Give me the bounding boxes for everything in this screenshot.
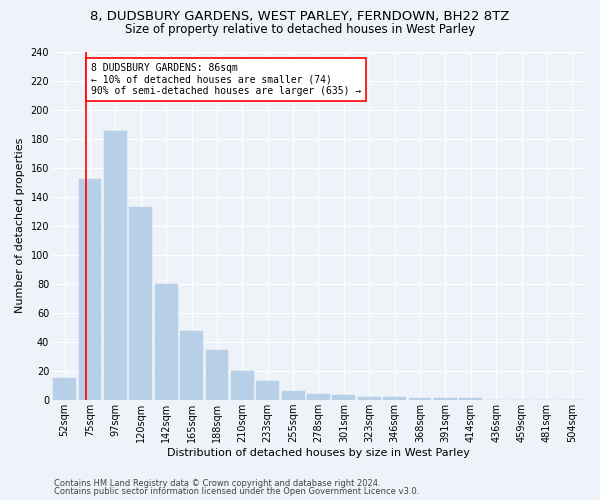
X-axis label: Distribution of detached houses by size in West Parley: Distribution of detached houses by size … — [167, 448, 470, 458]
Bar — [104, 132, 127, 400]
Bar — [206, 350, 229, 400]
Bar — [307, 394, 330, 400]
Bar — [332, 396, 355, 400]
Text: Contains HM Land Registry data © Crown copyright and database right 2024.: Contains HM Land Registry data © Crown c… — [54, 478, 380, 488]
Text: Size of property relative to detached houses in West Parley: Size of property relative to detached ho… — [125, 22, 475, 36]
Bar — [409, 398, 431, 400]
Text: 8, DUDSBURY GARDENS, WEST PARLEY, FERNDOWN, BH22 8TZ: 8, DUDSBURY GARDENS, WEST PARLEY, FERNDO… — [91, 10, 509, 23]
Y-axis label: Number of detached properties: Number of detached properties — [15, 138, 25, 314]
Bar — [79, 179, 101, 400]
Bar — [434, 398, 457, 400]
Bar — [155, 284, 178, 400]
Bar — [256, 381, 279, 400]
Bar — [53, 378, 76, 400]
Text: Contains public sector information licensed under the Open Government Licence v3: Contains public sector information licen… — [54, 487, 419, 496]
Bar — [358, 397, 380, 400]
Bar — [460, 398, 482, 400]
Bar — [383, 397, 406, 400]
Bar — [130, 206, 152, 400]
Bar — [231, 370, 254, 400]
Text: 8 DUDSBURY GARDENS: 86sqm
← 10% of detached houses are smaller (74)
90% of semi-: 8 DUDSBURY GARDENS: 86sqm ← 10% of detac… — [91, 63, 362, 96]
Bar — [281, 391, 305, 400]
Bar — [180, 332, 203, 400]
